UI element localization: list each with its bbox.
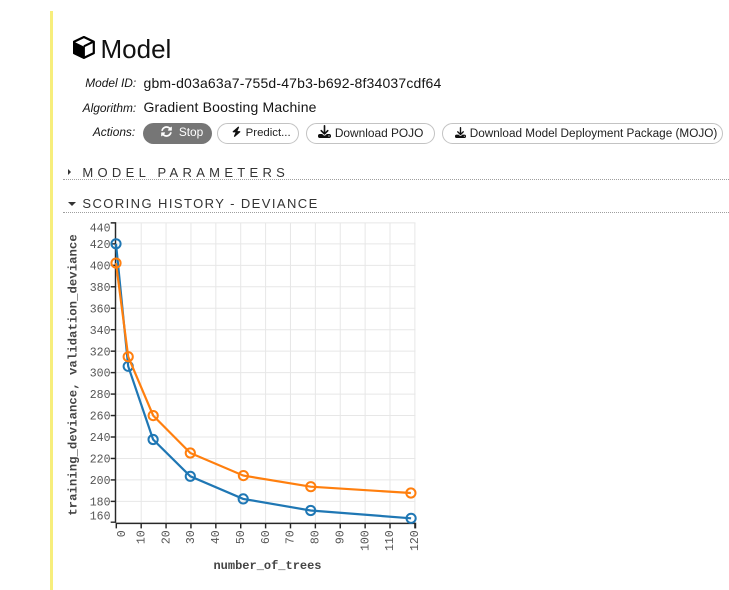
svg-text:number_of_trees: number_of_trees <box>213 559 321 573</box>
svg-text:440: 440 <box>90 223 111 236</box>
svg-text:400: 400 <box>90 260 111 273</box>
svg-text:420: 420 <box>90 239 111 252</box>
svg-text:60: 60 <box>260 530 273 544</box>
svg-text:90: 90 <box>334 530 347 544</box>
svg-text:180: 180 <box>90 496 111 509</box>
svg-text:200: 200 <box>90 475 111 488</box>
svg-text:220: 220 <box>90 454 111 467</box>
svg-text:20: 20 <box>160 530 173 544</box>
svg-text:0: 0 <box>116 530 129 537</box>
svg-text:50: 50 <box>235 530 248 544</box>
svg-text:80: 80 <box>310 530 323 544</box>
svg-text:380: 380 <box>90 282 111 295</box>
svg-text:110: 110 <box>384 530 397 551</box>
svg-text:training_deviance, validation_: training_deviance, validation_deviance <box>67 234 81 515</box>
svg-text:10: 10 <box>135 530 148 544</box>
svg-text:260: 260 <box>90 411 111 424</box>
svg-text:320: 320 <box>90 346 111 359</box>
svg-text:120: 120 <box>409 530 422 551</box>
svg-text:240: 240 <box>90 432 111 445</box>
svg-text:100: 100 <box>359 530 372 551</box>
svg-text:340: 340 <box>90 325 111 338</box>
svg-text:360: 360 <box>90 303 111 316</box>
svg-text:30: 30 <box>185 530 198 544</box>
svg-text:40: 40 <box>210 530 223 544</box>
svg-text:300: 300 <box>90 368 111 381</box>
svg-text:70: 70 <box>285 530 298 544</box>
svg-text:160: 160 <box>90 511 111 524</box>
svg-text:280: 280 <box>90 389 111 402</box>
